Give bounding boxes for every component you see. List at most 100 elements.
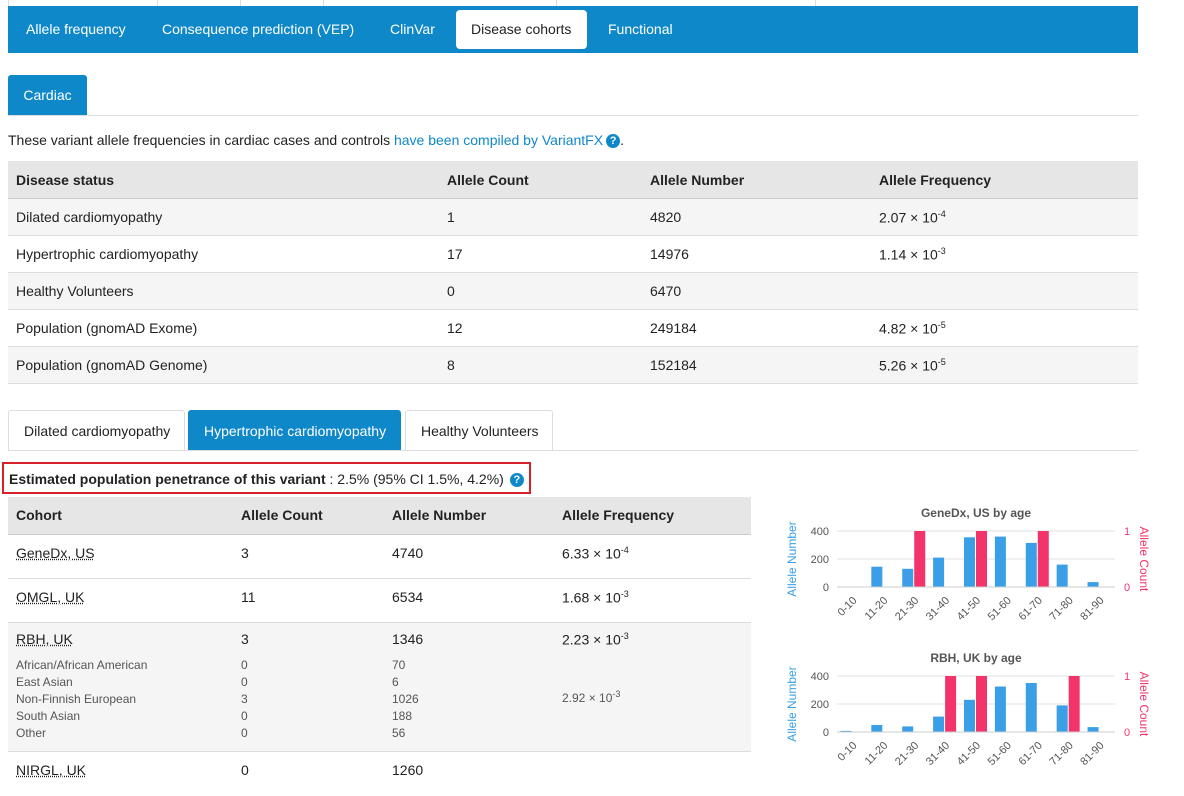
disease-status: Population (gnomAD Genome) [8,346,439,384]
x-tick-label: 81-90 [1078,595,1106,623]
disease-status: Population (gnomAD Exome) [8,309,439,347]
x-tick-label: 11-20 [863,740,891,768]
tab-allele-frequency[interactable]: Allele frequency [26,21,126,37]
allele-frequency: 2.07 × 10-4 [871,198,1138,236]
col-allele-frequency: Allele Frequency [562,507,675,523]
allele-number-bar [1025,683,1037,732]
age-bar-charts: GeneDx, US by age 0 200 400 0 1 Allele Number A… [785,506,1151,768]
col-allele-number: Allele Number [642,161,871,199]
allele-number: 6470 [642,272,871,310]
population-name: East Asian [16,675,73,689]
population-name: African/African American [16,658,148,672]
allele-count-bar [945,676,957,732]
x-tick-label: 41-50 [955,595,983,623]
divider [8,450,1138,451]
table-row: OMGL, UK 11 6534 1.68 × 10-3 [8,579,751,623]
allele-count: 17 [439,235,642,273]
allele-frequency: 2.23 × 10-3 [562,631,629,648]
population-frequency: 2.92 × 10-3 [562,689,621,705]
col-allele-number: Allele Number [392,507,487,523]
cohort-name[interactable]: NIRGL, UK [16,762,87,778]
y2-axis-label: Allele Count [1137,672,1151,737]
population-number: 188 [392,709,413,723]
allele-number-bar [1056,705,1068,732]
population-count: 0 [241,709,248,723]
population-count: 0 [241,726,248,740]
x-tick-label: 71-80 [1047,740,1075,768]
allele-count: 0 [439,272,642,310]
table-row: Healthy Volunteers 0 6470 [8,272,1138,310]
col-allele-count: Allele Count [439,161,642,199]
allele-number: 14976 [642,235,871,273]
x-tick-label: 31-40 [924,740,952,768]
x-tick-label: 51-60 [986,595,1014,623]
y-tick-label: 0 [823,727,829,739]
x-tick-label: 81-90 [1078,740,1106,768]
tab-cardiac[interactable]: Cardiac [8,75,87,116]
allele-count: 3 [241,631,249,647]
allele-number-bar [964,537,975,587]
chart-title: RBH, UK by age [930,651,1022,665]
age-charts: GeneDx, US by age 0 200 400 0 1 Allele Number A… [780,500,1160,790]
allele-count-bar [914,531,926,587]
disease-status-table: Disease status Allele Count Allele Numbe… [8,161,1138,384]
allele-number-bar [994,686,1006,732]
y-tick-label: 200 [811,699,829,711]
allele-number-bar [933,557,945,587]
y-axis-label: Allele Number [785,666,799,741]
x-tick-label: 0-10 [836,595,860,619]
x-tick-label: 21-30 [893,740,921,768]
cohort-name[interactable]: RBH, UK [16,631,73,647]
y-axis-label: Allele Number [785,521,799,596]
help-icon[interactable]: ? [509,473,524,487]
y2-tick-label: 1 [1124,671,1130,683]
intro-sentence: These variant allele frequencies in card… [8,132,394,148]
allele-number-bar [933,716,945,732]
allele-number-bar [902,726,914,732]
table-row: RBH, UK 3 1346 2.23 × 10-3 African/Afric… [8,623,751,752]
table-row: Population (gnomAD Genome) 8 152184 5.26… [8,346,1138,384]
allele-count: 3 [241,545,249,561]
penetrance-estimate: Estimated population penetrance of this … [2,462,531,494]
population-number: 56 [392,726,406,740]
allele-frequency: 1.68 × 10-3 [562,589,629,606]
tab-functional[interactable]: Functional [608,21,673,37]
chart-title: GeneDx, US by age [921,506,1031,520]
x-tick-label: 21-30 [893,595,921,623]
population-name: Non-Finnish European [16,692,137,706]
col-allele-count: Allele Count [241,507,323,523]
allele-frequency: 4.82 × 10-5 [871,309,1138,347]
allele-count-bar [1068,676,1080,732]
help-icon[interactable]: ? [606,134,621,148]
subtab-healthy-volunteers[interactable]: Healthy Volunteers [405,410,553,451]
y2-axis-label: Allele Count [1137,527,1151,592]
population-name: South Asian [16,709,81,723]
allele-frequency [871,272,1138,310]
allele-number: 4740 [392,545,424,561]
allele-count-bar [976,531,987,587]
tab-disease-cohorts[interactable]: Disease cohorts [456,10,587,49]
subtab-dilated-cardiomyopathy[interactable]: Dilated cardiomyopathy [8,410,185,451]
tab-clinvar[interactable]: ClinVar [390,21,435,37]
col-disease-status: Disease status [8,161,439,199]
intro-text: These variant allele frequencies in card… [8,132,624,148]
x-tick-label: 61-70 [1017,595,1045,623]
population-name: Other [16,726,47,740]
allele-number-bar [964,699,975,732]
cohort-name[interactable]: OMGL, UK [16,589,85,605]
allele-count: 12 [439,309,642,347]
penetrance-value: : 2.5% (95% CI 1.5%, 4.2%) [325,471,504,487]
y-tick-label: 0 [823,582,829,594]
population-count: 0 [241,658,248,672]
subtab-hypertrophic-cardiomyopathy[interactable]: Hypertrophic cardiomyopathy [188,410,401,451]
table-row: Dilated cardiomyopathy 1 4820 2.07 × 10-… [8,198,1138,236]
disease-status: Healthy Volunteers [8,272,439,310]
population-number: 6 [392,675,399,689]
tab-consequence-prediction[interactable]: Consequence prediction (VEP) [162,21,355,37]
penetrance-label: Estimated population penetrance of this … [9,471,326,487]
cohort-name[interactable]: GeneDx, US [16,545,95,561]
variantfx-link[interactable]: have been compiled by VariantFX [393,132,604,148]
x-tick-label: 31-40 [924,595,952,623]
x-tick-label: 61-70 [1017,740,1045,768]
population-count: 0 [241,675,248,689]
